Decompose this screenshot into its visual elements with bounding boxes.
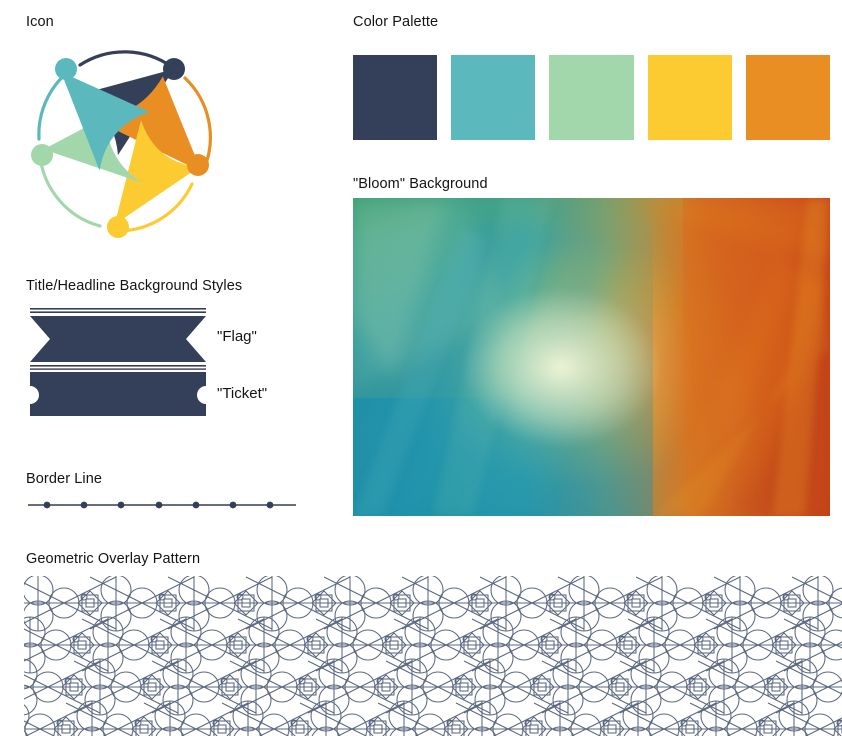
icon-node-teal — [55, 58, 77, 80]
geometry-section-label: Geometric Overlay Pattern — [26, 551, 201, 567]
icon-section-label: Icon — [26, 14, 54, 30]
swatch-yellow[interactable] — [647, 55, 732, 140]
ticket-headline-shape — [28, 372, 208, 416]
bloom-section-label: "Bloom" Background — [353, 176, 488, 192]
flag-headline-shape — [28, 308, 208, 370]
swatch-teal[interactable] — [451, 55, 536, 140]
brand-icon — [22, 38, 222, 238]
border-line — [28, 496, 296, 514]
swatch-orange[interactable] — [745, 55, 831, 140]
headline-section-label: Title/Headline Background Styles — [26, 278, 243, 294]
icon-node-mint — [31, 144, 53, 166]
swatch-navy[interactable] — [353, 55, 438, 140]
border-section-label: Border Line — [26, 471, 103, 487]
swatch-mint[interactable] — [549, 55, 634, 140]
color-palette — [353, 55, 831, 140]
icon-node-yellow — [107, 216, 129, 238]
ticket-caption: "Ticket" — [217, 385, 268, 402]
bloom-background — [353, 198, 830, 516]
flag-caption: "Flag" — [217, 328, 257, 345]
geometric-overlay-pattern — [24, 576, 842, 736]
icon-node-navy — [163, 58, 185, 80]
icon-node-orange — [187, 154, 209, 176]
palette-section-label: Color Palette — [353, 14, 439, 30]
